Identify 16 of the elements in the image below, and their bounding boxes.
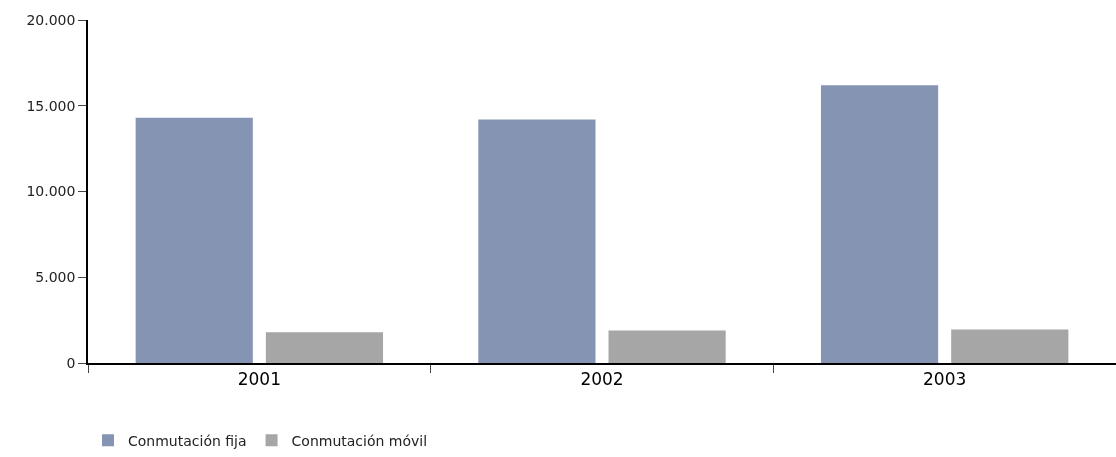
legend-label: Conmutación móvil	[291, 432, 428, 449]
bar	[608, 330, 726, 363]
legend-label: Conmutación fija	[128, 432, 247, 449]
y-tick-label: 20.000	[26, 11, 76, 28]
y-tick-label: 15.000	[26, 97, 76, 114]
y-tick-label: 10.000	[26, 183, 76, 200]
bar	[265, 332, 384, 363]
y-tick-label: 5.000	[35, 269, 76, 286]
x-tick-label: 2003	[923, 369, 967, 390]
x-tick-label: 2001	[237, 369, 281, 390]
y-tick-label: 0	[66, 354, 76, 371]
bar	[135, 117, 253, 363]
x-tick-label: 2002	[580, 369, 624, 390]
bar	[478, 119, 596, 363]
bar	[820, 85, 939, 363]
bar	[951, 329, 1069, 363]
